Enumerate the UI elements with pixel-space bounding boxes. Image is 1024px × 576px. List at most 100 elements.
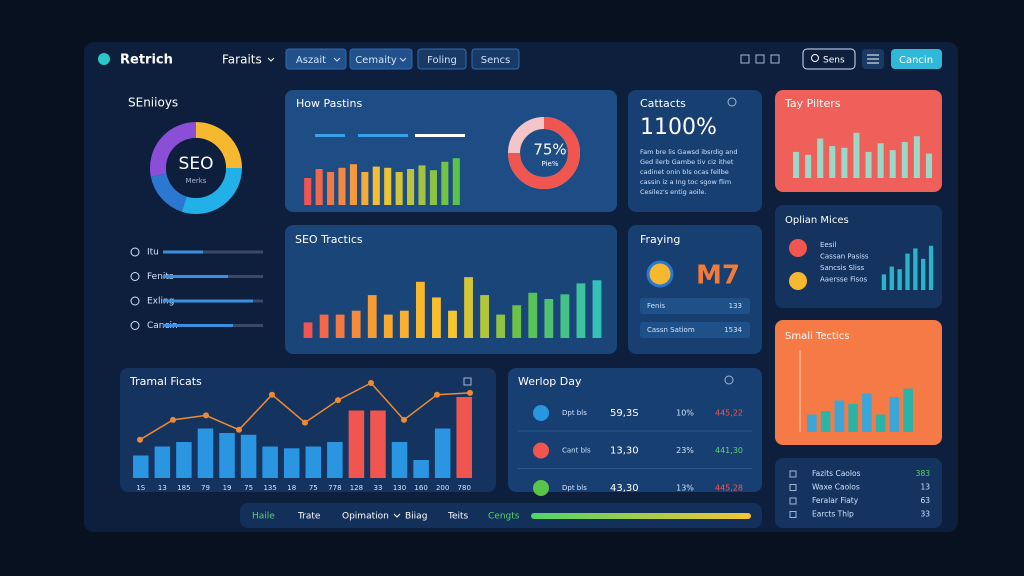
bar <box>903 388 913 432</box>
icon[interactable] <box>740 54 750 64</box>
row-label: Fenis <box>647 302 665 310</box>
line-point <box>368 380 374 386</box>
panel-title: How Pastins <box>296 97 362 110</box>
action-label: Cancin <box>899 55 933 66</box>
row-pct: 23% <box>676 446 694 455</box>
bar <box>407 169 415 205</box>
item-icon <box>130 272 140 281</box>
donut-segment <box>150 173 188 212</box>
panel <box>775 458 942 528</box>
row-name: Dpt bls <box>562 409 587 417</box>
line-point <box>302 419 308 426</box>
line-point <box>335 397 341 404</box>
panel-title: Fraying <box>640 233 680 246</box>
bar <box>862 393 872 432</box>
bar <box>319 314 329 338</box>
bar <box>413 460 429 478</box>
row-icon <box>533 480 549 496</box>
bar <box>560 294 570 338</box>
tab[interactable] <box>285 48 347 70</box>
icon <box>724 375 734 385</box>
bar <box>834 400 845 432</box>
action-button[interactable] <box>891 49 942 69</box>
row-value: 13,30 <box>610 446 639 457</box>
logo: Retrich <box>120 53 173 68</box>
paragraph-line: Fam bre lis Gawsd ibsrdig and <box>640 148 737 156</box>
item-label: Exling <box>147 297 174 307</box>
legend-bar <box>358 134 408 137</box>
line-point <box>203 412 209 419</box>
row-value: 59,3S <box>610 408 639 419</box>
bar <box>283 448 300 478</box>
bar <box>418 165 426 205</box>
progress-bar <box>531 513 751 519</box>
bar <box>805 154 812 178</box>
nav-item[interactable]: Cengts <box>488 512 520 522</box>
gauge <box>646 260 674 288</box>
avatar <box>789 239 807 257</box>
line-point <box>137 436 143 443</box>
bar <box>305 446 322 478</box>
bar <box>889 150 896 178</box>
nav-item[interactable]: Biiag <box>405 512 427 522</box>
bar <box>448 310 457 338</box>
nav-item[interactable]: Teits <box>447 512 469 522</box>
icon <box>727 97 737 107</box>
bar <box>367 295 377 338</box>
item-label: Cancin <box>147 321 178 331</box>
ring-label: 75% <box>533 141 566 159</box>
nav-item[interactable]: Trate <box>297 512 321 522</box>
table-cell: Earcts Thlp <box>812 510 854 519</box>
tab[interactable] <box>349 48 413 70</box>
icon[interactable] <box>770 54 780 64</box>
bar <box>335 314 345 338</box>
logo-dot <box>98 53 110 65</box>
legend-bar <box>415 134 465 137</box>
tab-label: Aszait <box>296 55 326 66</box>
bar <box>327 442 343 478</box>
item-icon <box>130 321 140 330</box>
nav-item[interactable]: Haile <box>252 512 275 522</box>
row <box>640 298 750 314</box>
x-tick-label: 13 <box>158 484 167 492</box>
donut-hole <box>166 138 226 198</box>
chevron <box>333 57 341 62</box>
x-tick-label: 33 <box>374 484 383 492</box>
nav-bar <box>240 503 762 528</box>
icon[interactable] <box>755 54 765 64</box>
bar <box>197 428 214 478</box>
x-tick-label: 75 <box>244 484 253 492</box>
bar <box>348 410 365 478</box>
x-tick-label: 1S <box>136 484 145 492</box>
bar <box>452 158 460 205</box>
panel-title: Smali Tectics <box>785 331 849 342</box>
bar <box>351 310 361 338</box>
bar <box>415 281 425 338</box>
tab-label: Cemaity <box>355 55 397 66</box>
bar <box>807 414 817 432</box>
x-tick-label: 185 <box>177 484 190 492</box>
table-cell: Feralar Fiaty <box>812 496 859 505</box>
track <box>163 250 263 254</box>
bar <box>921 258 926 290</box>
tab[interactable] <box>417 48 467 70</box>
panel-title: Werlop Day <box>518 375 582 388</box>
search-button[interactable] <box>802 48 856 70</box>
row-delta: 441,30 <box>715 446 743 455</box>
tab[interactable] <box>471 48 520 70</box>
bar <box>441 161 449 205</box>
bar <box>370 410 386 478</box>
paragraph-line: Ged ilerb Gambe tiv ciz ithet <box>640 158 734 166</box>
item-icon <box>130 247 140 257</box>
big-value: 1100% <box>640 115 717 140</box>
nav-item[interactable]: Opimation <box>342 512 389 522</box>
bar <box>434 428 451 478</box>
search-label: Sens <box>823 56 845 66</box>
row-icon <box>789 511 797 518</box>
panel-title: Cattacts <box>640 97 686 110</box>
row-icon <box>533 405 549 421</box>
bar <box>327 172 335 205</box>
legend-bar <box>315 134 345 137</box>
